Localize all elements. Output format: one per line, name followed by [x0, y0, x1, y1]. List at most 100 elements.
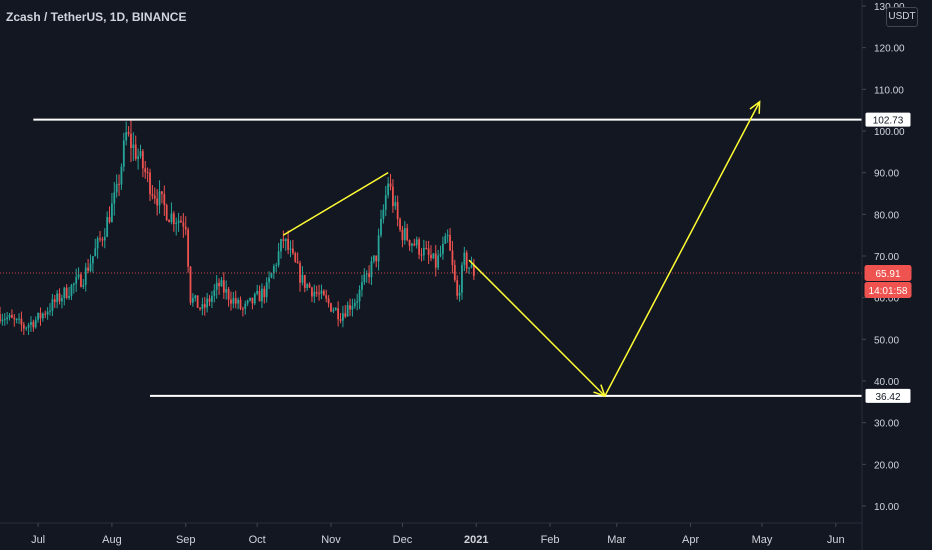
- candle-body: [301, 275, 304, 283]
- candle-body: [70, 285, 73, 296]
- candle-body: [253, 293, 256, 304]
- candle-body: [225, 289, 228, 293]
- candle-body: [182, 222, 185, 227]
- candle-body: [191, 297, 194, 303]
- candle-body: [463, 252, 466, 265]
- candle-body: [320, 290, 323, 294]
- bar-countdown-label: 14:01:58: [869, 286, 908, 297]
- candle-body: [380, 218, 382, 236]
- candle-body: [444, 236, 447, 244]
- currency-button[interactable]: USDT: [886, 7, 918, 27]
- candle-body: [313, 291, 316, 297]
- candle-body: [277, 251, 280, 266]
- candle-body: [103, 236, 106, 241]
- candle-body: [422, 247, 425, 256]
- candle-body: [291, 248, 294, 254]
- candle-body: [161, 191, 163, 195]
- candle-body: [25, 327, 28, 329]
- candle-body: [196, 295, 199, 308]
- candle-body: [206, 298, 209, 308]
- candle-body: [194, 295, 197, 298]
- candle-body: [218, 282, 220, 287]
- candle-body: [18, 318, 20, 320]
- resistance-price-label-box: [864, 111, 912, 128]
- candle-body: [256, 290, 259, 294]
- candle-body: [63, 287, 66, 299]
- last-price-label: 65.91: [875, 269, 900, 280]
- candle-body: [334, 308, 337, 311]
- candle-body: [294, 253, 297, 262]
- candle-body: [134, 144, 137, 159]
- candle-body: [149, 172, 151, 195]
- candle-body: [337, 308, 340, 320]
- candle-body: [208, 298, 211, 302]
- candle-body: [325, 295, 328, 299]
- candle-body: [80, 274, 82, 287]
- candle-body: [61, 298, 63, 302]
- time-tick-label: Sep: [176, 534, 196, 546]
- price-tick-label: 50.00: [874, 335, 899, 346]
- candle-body: [46, 311, 49, 315]
- candle-body: [439, 253, 442, 256]
- candle-body: [232, 298, 235, 304]
- candle-body: [34, 319, 37, 328]
- candle-body: [68, 295, 70, 298]
- candle-body: [244, 303, 247, 309]
- candle-body: [175, 222, 178, 224]
- candle-body: [87, 267, 90, 271]
- candle-body: [377, 235, 380, 262]
- candle-body: [361, 282, 363, 290]
- candle-body: [146, 172, 149, 174]
- candle-body: [39, 312, 42, 319]
- candle-body: [246, 300, 249, 304]
- candle-body: [265, 282, 268, 298]
- candle-body: [141, 151, 144, 169]
- candle-body: [451, 250, 454, 266]
- candle-body: [311, 287, 313, 297]
- time-tick-label: Nov: [321, 534, 341, 546]
- candle-body: [165, 205, 168, 221]
- last-price-label-box: [864, 265, 912, 282]
- candle-body: [82, 284, 85, 287]
- price-tick-label: 40.00: [874, 377, 899, 388]
- candle-body: [132, 144, 135, 149]
- candle-body: [284, 239, 287, 242]
- candle-body: [227, 289, 230, 300]
- candle-body: [341, 313, 344, 321]
- candle-body: [456, 280, 459, 296]
- projection-arrow-segment: [604, 101, 761, 397]
- candle-body: [403, 228, 406, 241]
- candle-body: [411, 243, 413, 246]
- candle-body: [211, 295, 213, 302]
- candle-body: [280, 239, 282, 252]
- candle-body: [215, 282, 218, 290]
- candle-body: [315, 291, 318, 294]
- candle-body: [394, 202, 397, 207]
- candle-body: [406, 228, 409, 241]
- candle-body: [139, 151, 142, 157]
- candle-body: [272, 266, 275, 274]
- candle-body: [270, 273, 273, 278]
- price-tick-label: 90.00: [874, 169, 899, 180]
- candle-body: [30, 321, 32, 326]
- candle-body: [144, 168, 147, 173]
- candle-body: [370, 261, 373, 278]
- candle-body: [363, 274, 366, 283]
- candle-body: [56, 293, 59, 303]
- candle-body: [251, 297, 254, 304]
- candle-body: [382, 209, 385, 219]
- candle-body: [58, 293, 61, 302]
- candle-body: [1, 319, 4, 322]
- time-axis[interactable]: Jul Aug Sep Oct Nov Dec 2021 Feb Mar Apr May Jun: [31, 523, 845, 546]
- candle-body: [13, 317, 16, 320]
- candle-body: [22, 324, 25, 329]
- trend-line: [282, 172, 389, 236]
- candle-body: [118, 183, 120, 185]
- candle-body: [199, 307, 201, 309]
- price-tick-label: 100.00: [874, 127, 905, 138]
- time-tick-label: May: [752, 534, 773, 546]
- price-tick-label: 30.00: [874, 419, 899, 430]
- candle-body: [408, 240, 411, 246]
- symbol-title: Zcash / TetherUS, 1D, BINANCE: [6, 10, 187, 24]
